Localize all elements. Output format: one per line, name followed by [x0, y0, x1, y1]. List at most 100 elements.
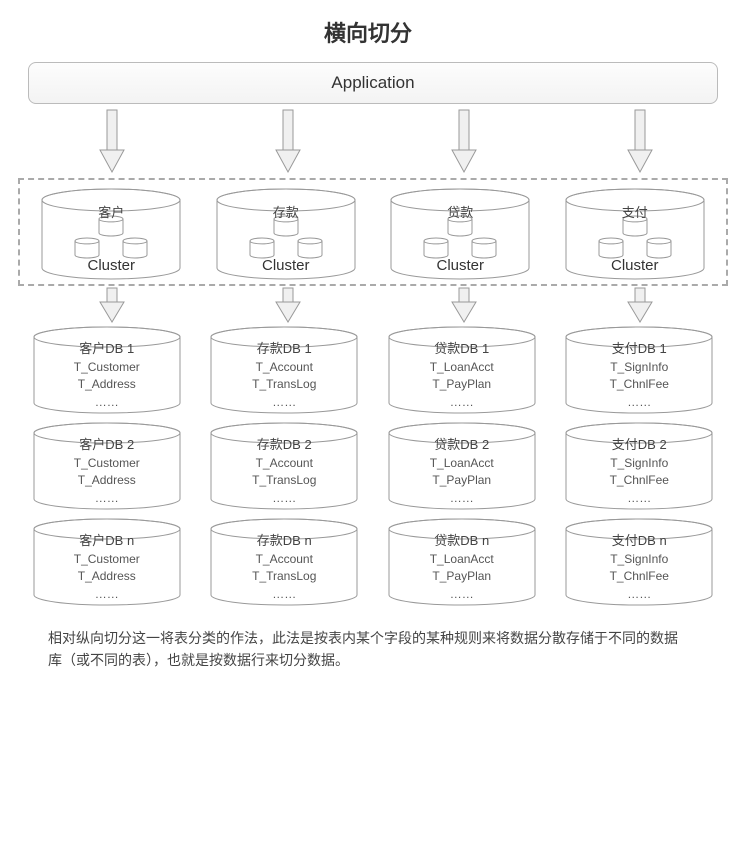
db-title: 贷款DB 2 [388, 436, 536, 455]
db-table: T_PayPlan [388, 472, 536, 489]
db-text: 支付DB 1 T_SignInfo T_ChnlFee …… [565, 340, 713, 411]
db-column: 贷款DB 1 T_LoanAcct T_PayPlan …… [382, 326, 542, 422]
db-column: 存款DB 2 T_Account T_TransLog …… [204, 422, 364, 518]
db-title: 客户DB n [33, 532, 181, 551]
db-ellipsis: …… [388, 586, 536, 603]
db-ellipsis: …… [210, 490, 358, 507]
db-title: 支付DB 2 [565, 436, 713, 455]
db-table: T_SignInfo [565, 455, 713, 472]
db-ellipsis: …… [388, 394, 536, 411]
db-table: T_PayPlan [388, 376, 536, 393]
db-column: 支付DB 2 T_SignInfo T_ChnlFee …… [559, 422, 719, 518]
cluster-group: 客户 Cluster 存款 Cluster [18, 178, 728, 286]
db-table: T_Account [210, 455, 358, 472]
db-column: 客户DB 1 T_Customer T_Address …… [27, 326, 187, 422]
db-text: 贷款DB 1 T_LoanAcct T_PayPlan …… [388, 340, 536, 411]
db-text: 贷款DB n T_LoanAcct T_PayPlan …… [388, 532, 536, 603]
db-column: 支付DB n T_SignInfo T_ChnlFee …… [559, 518, 719, 614]
db-column: 存款DB 1 T_Account T_TransLog …… [204, 326, 364, 422]
db-column: 存款DB n T_Account T_TransLog …… [204, 518, 364, 614]
cluster-cylinder: 客户 Cluster [41, 188, 181, 280]
cluster-label: Cluster [216, 257, 356, 274]
db-table: T_LoanAcct [388, 359, 536, 376]
db-table: T_Customer [33, 455, 181, 472]
db-ellipsis: …… [210, 586, 358, 603]
db-cylinder: 客户DB 2 T_Customer T_Address …… [33, 422, 181, 510]
db-title: 客户DB 2 [33, 436, 181, 455]
db-table: T_Customer [33, 551, 181, 568]
cluster-cylinder: 存款 Cluster [216, 188, 356, 280]
db-text: 支付DB n T_SignInfo T_ChnlFee …… [565, 532, 713, 603]
db-table: T_ChnlFee [565, 472, 713, 489]
db-table: T_TransLog [210, 376, 358, 393]
cluster-label: Cluster [41, 257, 181, 274]
db-column: 贷款DB 2 T_LoanAcct T_PayPlan …… [382, 422, 542, 518]
db-ellipsis: …… [565, 586, 713, 603]
db-column: 贷款DB n T_LoanAcct T_PayPlan …… [382, 518, 542, 614]
cluster-column: 贷款 Cluster [380, 188, 540, 280]
cluster-cylinder: 支付 Cluster [565, 188, 705, 280]
db-row: 客户DB 1 T_Customer T_Address …… 存款DB 1 T_… [18, 326, 728, 422]
db-cylinder: 支付DB n T_SignInfo T_ChnlFee …… [565, 518, 713, 606]
db-text: 客户DB 1 T_Customer T_Address …… [33, 340, 181, 411]
db-ellipsis: …… [565, 394, 713, 411]
db-cylinder: 贷款DB 2 T_LoanAcct T_PayPlan …… [388, 422, 536, 510]
db-ellipsis: …… [33, 394, 181, 411]
cluster-cylinder: 贷款 Cluster [390, 188, 530, 280]
cluster-name: 贷款 [390, 202, 530, 221]
db-table: T_LoanAcct [388, 455, 536, 472]
cluster-row: 客户 Cluster 存款 Cluster [24, 188, 722, 280]
footer-description: 相对纵向切分这一将表分类的作法，此法是按表内某个字段的某种规则来将数据分散存储于… [48, 628, 688, 671]
db-row: 客户DB n T_Customer T_Address …… 存款DB n T_… [18, 518, 728, 614]
cluster-label: Cluster [565, 257, 705, 274]
db-cylinder: 存款DB 2 T_Account T_TransLog …… [210, 422, 358, 510]
db-text: 存款DB n T_Account T_TransLog …… [210, 532, 358, 603]
db-text: 存款DB 1 T_Account T_TransLog …… [210, 340, 358, 411]
cluster-column: 存款 Cluster [206, 188, 366, 280]
db-cylinder: 客户DB n T_Customer T_Address …… [33, 518, 181, 606]
db-table: T_SignInfo [565, 551, 713, 568]
db-table: T_PayPlan [388, 568, 536, 585]
db-column: 支付DB 1 T_SignInfo T_ChnlFee …… [559, 326, 719, 422]
db-cylinder: 支付DB 1 T_SignInfo T_ChnlFee …… [565, 326, 713, 414]
arrows-clusters-to-dbs [8, 286, 736, 326]
cluster-name: 支付 [565, 202, 705, 221]
db-column: 客户DB n T_Customer T_Address …… [27, 518, 187, 614]
arrows-app-to-clusters [8, 108, 736, 178]
db-table: T_ChnlFee [565, 568, 713, 585]
db-text: 贷款DB 2 T_LoanAcct T_PayPlan …… [388, 436, 536, 507]
cluster-name: 客户 [41, 202, 181, 221]
db-text: 存款DB 2 T_Account T_TransLog …… [210, 436, 358, 507]
db-cylinder: 存款DB 1 T_Account T_TransLog …… [210, 326, 358, 414]
db-table: T_Account [210, 551, 358, 568]
db-row: 客户DB 2 T_Customer T_Address …… 存款DB 2 T_… [18, 422, 728, 518]
db-cylinder: 贷款DB n T_LoanAcct T_PayPlan …… [388, 518, 536, 606]
db-table: T_LoanAcct [388, 551, 536, 568]
db-table: T_Customer [33, 359, 181, 376]
db-table: T_SignInfo [565, 359, 713, 376]
db-cylinder: 存款DB n T_Account T_TransLog …… [210, 518, 358, 606]
db-text: 客户DB 2 T_Customer T_Address …… [33, 436, 181, 507]
db-table: T_Address [33, 568, 181, 585]
cluster-label: Cluster [390, 257, 530, 274]
db-title: 贷款DB 1 [388, 340, 536, 359]
db-title: 存款DB n [210, 532, 358, 551]
db-title: 存款DB 1 [210, 340, 358, 359]
db-ellipsis: …… [33, 490, 181, 507]
db-ellipsis: …… [565, 490, 713, 507]
db-title: 客户DB 1 [33, 340, 181, 359]
db-text: 支付DB 2 T_SignInfo T_ChnlFee …… [565, 436, 713, 507]
db-text: 客户DB n T_Customer T_Address …… [33, 532, 181, 603]
db-cylinder: 支付DB 2 T_SignInfo T_ChnlFee …… [565, 422, 713, 510]
cluster-column: 客户 Cluster [31, 188, 191, 280]
cluster-column: 支付 Cluster [555, 188, 715, 280]
db-table: T_Address [33, 472, 181, 489]
application-box: Application [28, 62, 718, 104]
db-title: 支付DB 1 [565, 340, 713, 359]
db-title: 存款DB 2 [210, 436, 358, 455]
db-ellipsis: …… [210, 394, 358, 411]
db-cylinder: 贷款DB 1 T_LoanAcct T_PayPlan …… [388, 326, 536, 414]
db-table: T_TransLog [210, 568, 358, 585]
db-column: 客户DB 2 T_Customer T_Address …… [27, 422, 187, 518]
db-cylinder: 客户DB 1 T_Customer T_Address …… [33, 326, 181, 414]
